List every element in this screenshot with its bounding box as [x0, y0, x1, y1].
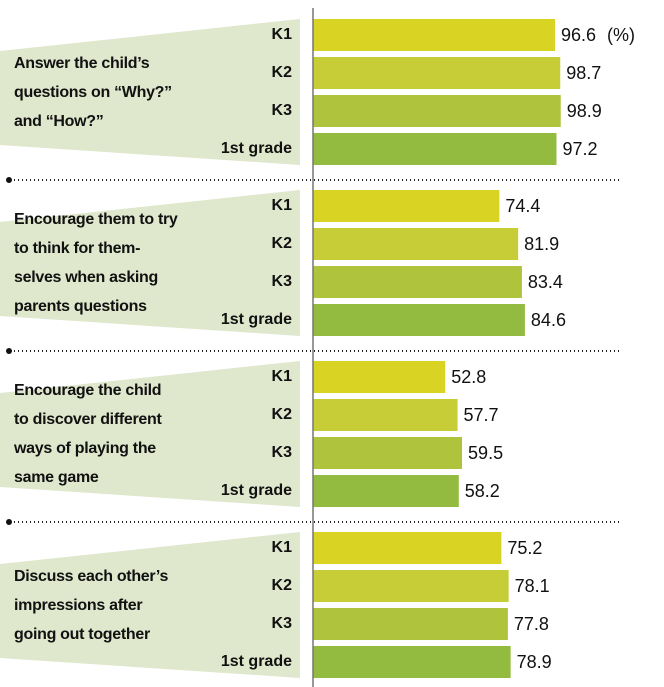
unit-label: (%) — [607, 25, 635, 45]
group-label: Discuss each other’s impressions after g… — [14, 567, 169, 643]
bar — [313, 361, 446, 393]
series-label: K1 — [272, 197, 293, 214]
value-label: 77.8 — [514, 614, 549, 634]
series-label: K1 — [272, 368, 293, 385]
group-label: Encourage them to try to think for them-… — [14, 211, 178, 315]
series-label: K3 — [272, 444, 293, 461]
bar — [313, 133, 557, 165]
series-label: K1 — [272, 539, 293, 556]
value-label: 59.5 — [468, 443, 503, 463]
value-label: 75.2 — [507, 538, 542, 558]
value-label: 83.4 — [528, 272, 563, 292]
label-wedge — [0, 190, 300, 336]
series-label: K3 — [272, 102, 293, 119]
value-label: 84.6 — [531, 310, 566, 330]
bar — [313, 475, 459, 507]
bar — [313, 399, 458, 431]
label-wedge — [0, 532, 300, 678]
series-label: K1 — [272, 26, 293, 43]
series-label: 1st grade — [221, 311, 292, 328]
bar — [313, 304, 525, 336]
value-label: 96.6 — [561, 25, 596, 45]
bar — [313, 437, 463, 469]
separator-dot — [6, 177, 12, 183]
bar — [313, 228, 519, 260]
series-label: K2 — [272, 64, 293, 81]
value-label: 78.9 — [517, 652, 552, 672]
bar — [313, 532, 502, 564]
series-label: K2 — [272, 577, 293, 594]
series-label: K2 — [272, 235, 293, 252]
series-label: K3 — [272, 273, 293, 290]
bar — [313, 19, 555, 51]
label-wedge — [0, 361, 300, 507]
series-label: K3 — [272, 615, 293, 632]
series-label: 1st grade — [221, 140, 292, 157]
bar — [313, 57, 561, 89]
value-label: 57.7 — [464, 405, 499, 425]
value-label: 98.9 — [567, 101, 602, 121]
bar — [313, 646, 511, 678]
label-wedge — [0, 19, 300, 165]
group-label: Encourage the child to discover differen… — [14, 382, 162, 486]
series-label: K2 — [272, 406, 293, 423]
separator-dot — [6, 348, 12, 354]
bar — [313, 190, 500, 222]
value-label: 81.9 — [524, 234, 559, 254]
bar — [313, 95, 561, 127]
value-label: 97.2 — [562, 139, 597, 159]
bar — [313, 570, 509, 602]
value-label: 74.4 — [505, 196, 540, 216]
value-label: 78.1 — [515, 576, 550, 596]
separator-dot — [6, 519, 12, 525]
value-label: 52.8 — [451, 367, 486, 387]
value-label: 58.2 — [465, 481, 500, 501]
bar — [313, 266, 522, 298]
value-label: 98.7 — [566, 63, 601, 83]
group-label: Answer the child’s questions on “Why?” a… — [14, 54, 172, 130]
series-label: 1st grade — [221, 653, 292, 670]
bar — [313, 608, 508, 640]
series-label: 1st grade — [221, 482, 292, 499]
